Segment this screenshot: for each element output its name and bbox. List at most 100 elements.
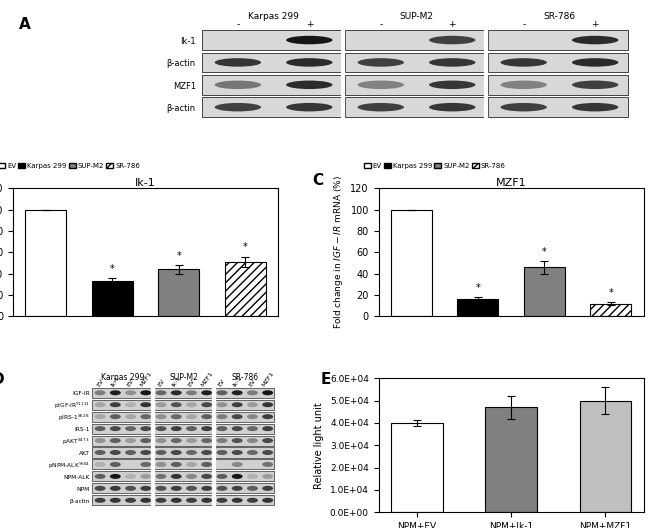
Text: pIRS-1$^{S628}$: pIRS-1$^{S628}$ bbox=[58, 412, 90, 423]
Bar bbox=[214, 483, 274, 493]
Ellipse shape bbox=[110, 414, 121, 419]
Ellipse shape bbox=[231, 402, 242, 407]
Ellipse shape bbox=[202, 426, 212, 431]
Ellipse shape bbox=[216, 498, 228, 503]
Ellipse shape bbox=[186, 426, 197, 431]
Text: *: * bbox=[110, 263, 114, 274]
Text: MZF1: MZF1 bbox=[173, 82, 196, 91]
Ellipse shape bbox=[286, 36, 333, 44]
Text: MZF1: MZF1 bbox=[200, 370, 214, 387]
Ellipse shape bbox=[140, 462, 151, 467]
Ellipse shape bbox=[171, 450, 182, 455]
Ellipse shape bbox=[110, 402, 121, 407]
Ellipse shape bbox=[214, 81, 261, 89]
Bar bbox=[214, 472, 274, 482]
Ellipse shape bbox=[231, 438, 242, 443]
Ellipse shape bbox=[429, 81, 475, 89]
Text: NPM-ALK: NPM-ALK bbox=[64, 475, 90, 480]
Text: *: * bbox=[475, 283, 480, 293]
Bar bbox=[25, 210, 66, 316]
Ellipse shape bbox=[202, 498, 212, 503]
Text: Ik-1: Ik-1 bbox=[110, 374, 121, 387]
Text: +: + bbox=[448, 20, 456, 29]
Ellipse shape bbox=[140, 438, 151, 443]
Ellipse shape bbox=[247, 486, 258, 491]
Bar bbox=[214, 412, 274, 422]
Bar bbox=[202, 75, 343, 95]
Ellipse shape bbox=[95, 498, 105, 503]
Ellipse shape bbox=[429, 58, 475, 67]
Ellipse shape bbox=[216, 426, 228, 431]
Text: pNPM-ALK$^{Y664}$: pNPM-ALK$^{Y664}$ bbox=[47, 460, 90, 470]
Ellipse shape bbox=[358, 103, 404, 111]
Ellipse shape bbox=[95, 402, 105, 407]
Ellipse shape bbox=[171, 402, 182, 407]
Ellipse shape bbox=[155, 450, 166, 455]
Ellipse shape bbox=[186, 450, 197, 455]
Ellipse shape bbox=[247, 426, 258, 431]
Ellipse shape bbox=[110, 498, 121, 503]
Y-axis label: Relative light unit: Relative light unit bbox=[315, 402, 324, 488]
Ellipse shape bbox=[572, 81, 618, 89]
Text: EV: EV bbox=[187, 378, 196, 387]
Ellipse shape bbox=[140, 450, 151, 455]
Bar bbox=[153, 388, 213, 398]
Ellipse shape bbox=[286, 58, 333, 67]
Ellipse shape bbox=[286, 81, 333, 89]
Ellipse shape bbox=[171, 414, 182, 419]
Ellipse shape bbox=[171, 474, 182, 479]
Ellipse shape bbox=[95, 390, 105, 395]
Ellipse shape bbox=[171, 438, 182, 443]
Ellipse shape bbox=[231, 390, 242, 395]
Bar bbox=[92, 412, 152, 422]
Text: Ik-1: Ik-1 bbox=[232, 374, 242, 387]
Bar bbox=[202, 30, 343, 50]
Ellipse shape bbox=[186, 474, 197, 479]
Ellipse shape bbox=[214, 103, 261, 111]
Ellipse shape bbox=[95, 426, 105, 431]
Ellipse shape bbox=[247, 414, 258, 419]
Ellipse shape bbox=[95, 438, 105, 443]
Ellipse shape bbox=[186, 498, 197, 503]
Bar bbox=[345, 30, 486, 50]
Bar bbox=[92, 423, 152, 433]
Ellipse shape bbox=[358, 81, 404, 89]
Bar bbox=[488, 97, 629, 117]
Ellipse shape bbox=[125, 450, 136, 455]
Ellipse shape bbox=[202, 474, 212, 479]
Ellipse shape bbox=[140, 402, 151, 407]
Text: MZF1: MZF1 bbox=[139, 370, 153, 387]
Ellipse shape bbox=[262, 402, 273, 407]
Ellipse shape bbox=[155, 498, 166, 503]
Text: AKT: AKT bbox=[79, 451, 90, 456]
Bar bbox=[202, 97, 343, 117]
Bar bbox=[153, 400, 213, 410]
Bar bbox=[92, 436, 152, 446]
Text: Karpas 299: Karpas 299 bbox=[248, 12, 299, 21]
Ellipse shape bbox=[216, 486, 228, 491]
Ellipse shape bbox=[262, 474, 273, 479]
Bar bbox=[153, 495, 213, 505]
Ellipse shape bbox=[110, 462, 121, 467]
Ellipse shape bbox=[572, 103, 618, 111]
Bar bbox=[92, 281, 133, 316]
Ellipse shape bbox=[140, 474, 151, 479]
Bar bbox=[345, 97, 486, 117]
Text: EV: EV bbox=[218, 378, 226, 387]
Ellipse shape bbox=[202, 486, 212, 491]
Bar bbox=[214, 400, 274, 410]
Bar bbox=[457, 299, 499, 316]
Ellipse shape bbox=[95, 486, 105, 491]
Ellipse shape bbox=[216, 390, 228, 395]
Ellipse shape bbox=[186, 438, 197, 443]
Ellipse shape bbox=[125, 426, 136, 431]
Ellipse shape bbox=[262, 498, 273, 503]
Text: β-actin: β-actin bbox=[166, 104, 196, 113]
Text: -: - bbox=[379, 20, 382, 29]
Ellipse shape bbox=[216, 438, 228, 443]
Bar bbox=[345, 53, 486, 72]
Text: SR-786: SR-786 bbox=[231, 373, 258, 382]
Ellipse shape bbox=[202, 402, 212, 407]
Text: pIGF-IR$^{Y1131}$: pIGF-IR$^{Y1131}$ bbox=[54, 401, 90, 411]
Ellipse shape bbox=[231, 426, 242, 431]
